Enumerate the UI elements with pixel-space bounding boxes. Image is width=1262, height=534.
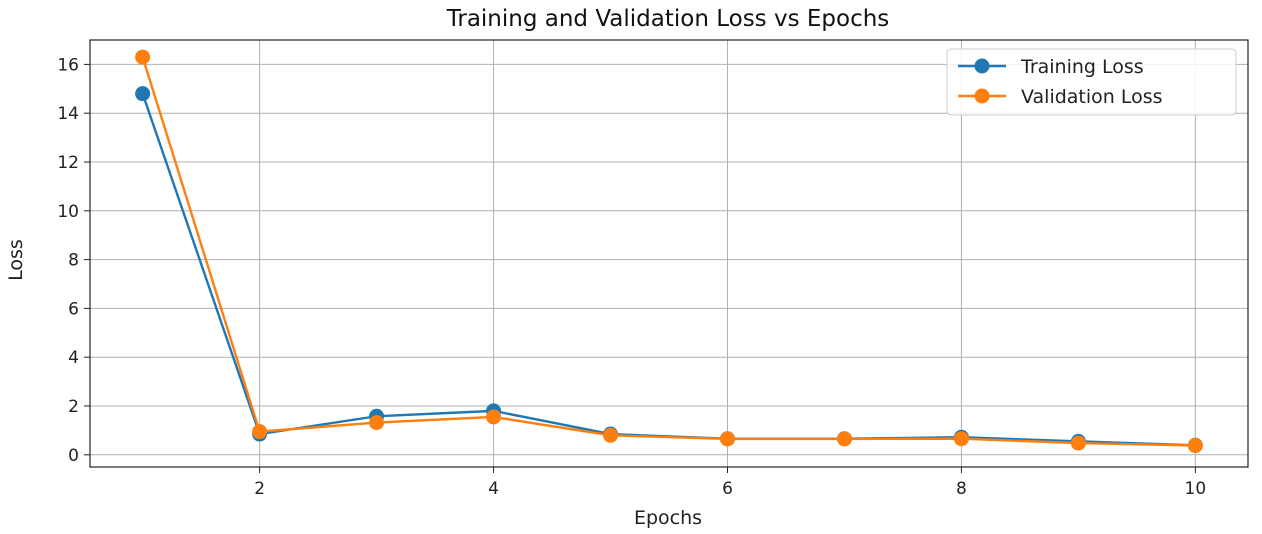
x-tick-label: 8 — [956, 479, 967, 499]
series-layer — [135, 49, 1203, 454]
data-point — [135, 49, 151, 65]
y-tick-label: 14 — [57, 104, 79, 124]
y-tick-label: 10 — [57, 202, 79, 222]
x-tick-label: 10 — [1185, 479, 1207, 499]
series-line — [141, 93, 1196, 447]
legend-swatch-marker — [974, 88, 990, 104]
x-tick-label: 4 — [488, 479, 499, 499]
chart-title: Training and Validation Loss vs Epochs — [446, 6, 890, 32]
data-point — [603, 427, 619, 443]
plot-frame — [89, 39, 1249, 468]
y-tick-label: 12 — [57, 153, 79, 173]
data-point — [252, 424, 268, 440]
ticks: 0 2 4 6 8 10 12 14 16 2 4 6 8 10 — [57, 55, 1206, 499]
legend-box — [946, 48, 1237, 116]
legend-entry-label: Validation Loss — [1021, 86, 1163, 108]
x-tick-label: 6 — [722, 479, 733, 499]
legend: Training Loss Validation Loss — [946, 48, 1237, 116]
series-1 — [135, 49, 1203, 454]
series-line — [141, 56, 1196, 447]
data-point — [1187, 438, 1203, 454]
data-point — [953, 431, 969, 447]
legend-entry-label: Training Loss — [1020, 56, 1144, 78]
x-tick-label: 2 — [254, 479, 265, 499]
y-tick-label: 8 — [68, 251, 79, 271]
y-tick-label: 4 — [68, 348, 79, 368]
y-tick-label: 16 — [57, 55, 79, 75]
data-point — [135, 86, 151, 102]
legend-swatch-marker — [974, 58, 990, 74]
x-axis-title: Epochs — [634, 507, 702, 529]
series-0 — [135, 86, 1203, 453]
y-tick-label: 2 — [68, 397, 79, 417]
data-point — [486, 409, 502, 425]
grid — [90, 40, 1248, 467]
data-point — [836, 431, 852, 447]
y-tick-label: 0 — [68, 446, 79, 466]
data-point — [719, 431, 735, 447]
data-point — [369, 415, 385, 431]
y-axis-title: Loss — [5, 239, 27, 281]
y-tick-label: 6 — [68, 299, 79, 319]
data-point — [1070, 435, 1086, 451]
